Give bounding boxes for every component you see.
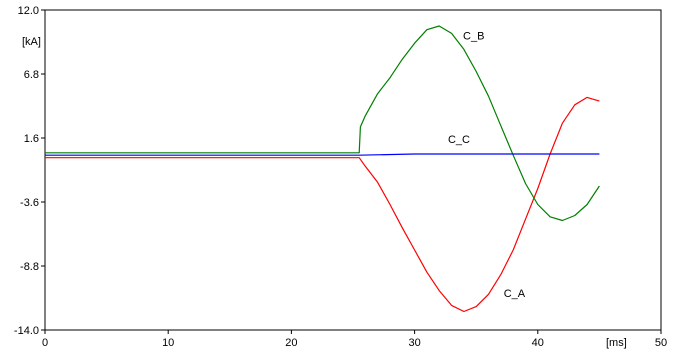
x-tick-label: 10 [162, 337, 174, 349]
y-tick-label: 12.0 [18, 5, 39, 17]
series-line-c-a [45, 96, 600, 313]
x-axis: 0 10 20 30 40 50 [42, 330, 667, 349]
x-tick-label: 50 [655, 337, 667, 349]
y-axis-label: [kA] [22, 36, 41, 48]
x-tick-label: 40 [532, 337, 544, 349]
plot-frame [44, 9, 662, 331]
annotations: C_B C_C C_A [448, 31, 526, 300]
series-label-c-b: C_B [463, 31, 484, 43]
y-tick-label: 1.6 [24, 133, 39, 145]
y-tick-label: -3.6 [20, 197, 39, 209]
series-label-c-c: C_C [448, 134, 470, 146]
series-line-c-b [45, 25, 600, 222]
x-tick-label: 0 [42, 337, 48, 349]
series-label-c-a: C_A [504, 288, 526, 300]
x-tick-label: 30 [408, 337, 420, 349]
x-tick-label: 20 [285, 337, 297, 349]
series-line-c-c [45, 153, 600, 156]
y-tick-label: -14.0 [14, 325, 39, 337]
y-axis: 12.0 6.8 1.6 -3.6 -8.8 -14.0 [14, 5, 45, 337]
y-tick-label: 6.8 [24, 69, 39, 81]
series-layer [45, 25, 600, 313]
x-axis-label: [ms] [606, 337, 627, 349]
y-tick-label: -8.8 [20, 261, 39, 273]
